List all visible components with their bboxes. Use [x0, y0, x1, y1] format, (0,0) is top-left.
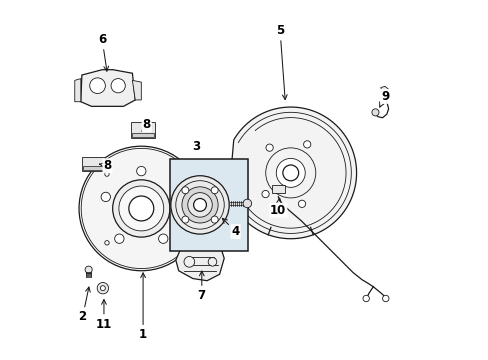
Circle shape — [243, 199, 251, 208]
Circle shape — [115, 234, 124, 243]
Text: 9: 9 — [379, 90, 388, 107]
Bar — [271, 185, 284, 193]
Circle shape — [172, 192, 181, 202]
Bar — [169, 159, 247, 251]
Polygon shape — [75, 78, 81, 102]
Circle shape — [265, 148, 315, 198]
Circle shape — [208, 257, 216, 266]
Circle shape — [276, 158, 305, 187]
Circle shape — [183, 257, 194, 267]
Circle shape — [371, 109, 378, 116]
Text: 8: 8 — [142, 118, 150, 132]
Circle shape — [282, 165, 298, 181]
Polygon shape — [132, 132, 154, 137]
Circle shape — [170, 176, 229, 234]
Circle shape — [79, 146, 203, 271]
Polygon shape — [132, 80, 141, 100]
Circle shape — [211, 187, 218, 194]
Circle shape — [173, 240, 178, 245]
Polygon shape — [81, 70, 135, 106]
Circle shape — [265, 144, 273, 151]
Text: 6: 6 — [98, 33, 108, 71]
Circle shape — [104, 240, 109, 245]
Circle shape — [193, 198, 206, 211]
Circle shape — [158, 234, 167, 243]
Text: 5: 5 — [275, 24, 286, 100]
Circle shape — [303, 141, 310, 148]
Circle shape — [382, 295, 388, 302]
Text: 8: 8 — [99, 159, 111, 172]
Text: 7: 7 — [197, 271, 205, 302]
Text: 3: 3 — [192, 140, 200, 153]
Circle shape — [97, 283, 108, 294]
Text: 10: 10 — [270, 198, 286, 217]
Circle shape — [89, 78, 105, 94]
Circle shape — [104, 172, 109, 176]
Circle shape — [101, 192, 110, 202]
Circle shape — [187, 193, 212, 217]
Polygon shape — [81, 157, 104, 171]
Circle shape — [182, 187, 188, 194]
Text: 4: 4 — [222, 219, 239, 238]
Circle shape — [262, 190, 268, 198]
Polygon shape — [228, 107, 356, 239]
Bar — [229, 202, 244, 205]
Circle shape — [119, 186, 163, 231]
Circle shape — [100, 286, 105, 291]
Circle shape — [182, 216, 188, 223]
Polygon shape — [380, 86, 388, 92]
Text: 1: 1 — [139, 273, 147, 341]
Polygon shape — [131, 122, 155, 138]
Circle shape — [362, 295, 368, 302]
Circle shape — [112, 180, 170, 237]
Polygon shape — [176, 246, 224, 281]
Text: 11: 11 — [96, 300, 112, 330]
Circle shape — [136, 166, 146, 176]
Circle shape — [173, 172, 178, 176]
Circle shape — [129, 196, 153, 221]
Circle shape — [182, 187, 218, 223]
Text: 2: 2 — [79, 287, 90, 324]
Circle shape — [211, 216, 218, 223]
Circle shape — [298, 200, 305, 207]
Circle shape — [111, 78, 125, 93]
Polygon shape — [82, 166, 103, 170]
Circle shape — [85, 266, 92, 273]
